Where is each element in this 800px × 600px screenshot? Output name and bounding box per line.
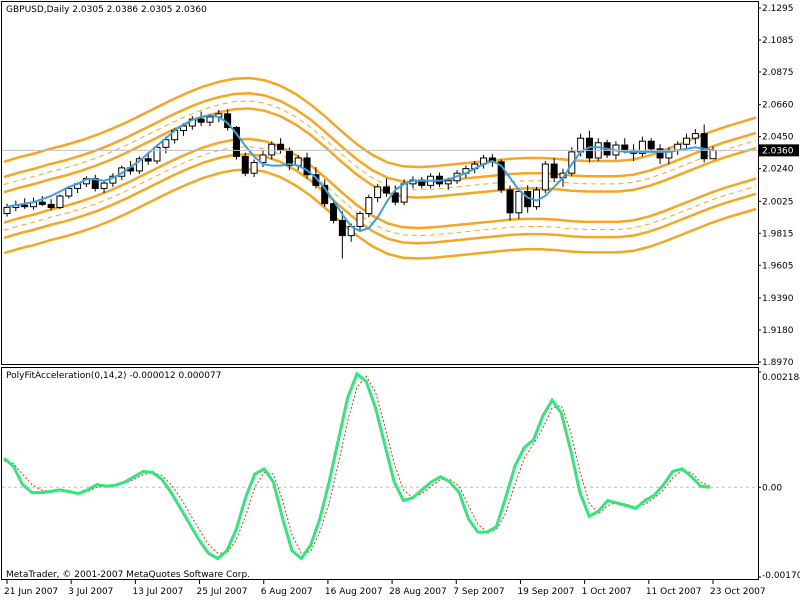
current-price-marker: 2.0360 [759,144,799,157]
bullish-candle [259,154,267,164]
channel-band-line [3,137,757,230]
main-panel-frame [1,1,759,365]
oscillator-main-line [3,371,711,561]
time-tick-label: 6 Aug 2007 [261,587,313,597]
bearish-candle [277,143,285,151]
bearish-candle [550,163,558,179]
bearish-candle [321,184,329,205]
oscillator-panel-header: PolyFitAcceleration(0,14,2) -0.000012 0.… [6,371,221,381]
channel-band-line [3,152,757,245]
bullish-candle [356,213,364,227]
bearish-candle [391,192,399,203]
time-tick-label: 11 Oct 2007 [646,587,702,597]
channel-band-line [3,92,757,184]
bearish-candle [241,155,249,174]
price-tick-label: 1.9605 [762,261,794,271]
price-tick-label: 2.1295 [762,4,794,14]
time-tick-label: 13 Jul 2007 [132,587,183,597]
bullish-candle [691,133,699,139]
channel-band-line [3,76,757,169]
bullish-candle [709,149,717,160]
bullish-candle [374,186,382,199]
channel-band-line [3,168,757,260]
bearish-candle [21,204,29,208]
oscillator-tick-label: 0.002184 [762,373,800,383]
main-plot-area[interactable] [2,76,758,260]
channel-dashed-line [3,146,757,237]
price-tick-label: 2.0450 [762,133,794,143]
time-axis[interactable]: 21 Jun 2007 3 Jul 2007 13 Jul 2007 25 Ju… [4,580,766,597]
channel-dashed-line [3,100,757,191]
bullish-candle [180,125,187,132]
copyright-label: MetaTrader, © 2001-2007 MetaQuotes Softw… [6,570,250,580]
price-tick-label: 1.9390 [762,294,794,304]
fit-line [6,114,714,233]
bearish-candle [144,158,152,162]
bullish-candle [135,158,143,172]
price-axis[interactable]: 2.1295 2.1085 2.0875 2.0660 2.0450 2.024… [758,4,794,368]
bearish-candle [338,219,346,237]
bullish-candle [268,143,276,156]
bearish-candle [47,203,55,208]
bullish-candle [206,116,214,123]
price-tick-label: 1.9180 [762,326,794,336]
bullish-candle [515,190,523,214]
bullish-candle [56,195,64,208]
bearish-candle [38,201,46,205]
oscillator-plot-area[interactable] [2,371,758,561]
bullish-candle [153,146,161,162]
bearish-candle [621,144,629,151]
time-tick-label: 16 Aug 2007 [325,587,383,597]
current-price-label: 2.0360 [762,146,794,156]
time-tick-label: 21 Jun 2007 [4,587,58,597]
oscillator-tick-label: 0.00 [762,483,782,493]
bullish-candle [533,189,540,208]
price-tick-label: 2.0240 [762,165,794,175]
main-panel-header: GBPUSD,Daily 2.0305 2.0386 2.0305 2.0360 [6,5,207,15]
price-tick-label: 1.9815 [762,229,794,239]
bearish-candle [197,118,205,123]
oscillator-axis[interactable]: 0.002184 0.00 -0.00170 [758,371,800,581]
price-tick-label: 2.0875 [762,68,794,78]
bullish-candle [541,163,549,191]
time-tick-label: 19 Sep 2007 [517,587,574,597]
bearish-candle [497,161,505,191]
bearish-candle [330,203,338,221]
bullish-candle [100,182,108,189]
time-tick-label: 1 Oct 2007 [582,587,632,597]
bullish-candle [444,180,452,185]
bullish-candle [250,162,258,174]
bullish-candle [65,187,73,197]
bearish-candle [700,133,708,160]
oscillator-tick-label: -0.00170 [762,571,800,581]
bullish-candle [683,137,691,145]
bullish-candle [365,197,373,215]
bullish-candle [3,206,11,215]
bearish-candle [382,186,390,194]
price-tick-label: 2.0025 [762,197,794,207]
time-tick-label: 25 Jul 2007 [197,587,248,597]
bearish-candle [656,148,664,159]
oscillator-panel-frame [1,367,759,580]
oscillator-signal-line [3,375,711,554]
time-tick-label: 23 Oct 2007 [710,587,766,597]
time-tick-label: 28 Aug 2007 [389,587,447,597]
bearish-candle [232,127,240,157]
bearish-candle [647,140,655,150]
bullish-candle [638,140,646,154]
bullish-candle [162,139,170,148]
time-tick-label: 3 Jul 2007 [68,587,113,597]
price-tick-label: 1.8970 [762,358,794,368]
bearish-candle [506,189,514,214]
bullish-candle [400,183,408,203]
price-tick-label: 2.0660 [762,101,794,111]
bearish-candle [303,157,311,176]
price-tick-label: 2.1085 [762,36,794,46]
time-tick-label: 7 Sep 2007 [453,587,504,597]
